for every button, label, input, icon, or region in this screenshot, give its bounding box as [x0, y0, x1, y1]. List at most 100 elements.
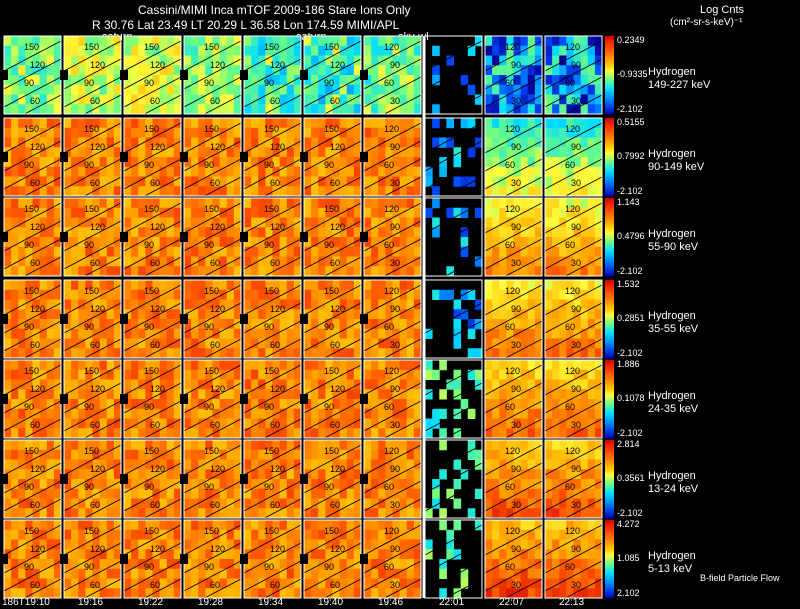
- contour-label: 60: [150, 340, 160, 350]
- contour-label: 90: [324, 160, 334, 170]
- band-energy: 90-149 keV: [648, 161, 704, 174]
- contour-label: 120: [270, 304, 285, 314]
- contour-label: 90: [84, 240, 94, 250]
- x-tick-label: 19:22: [138, 597, 163, 608]
- cell-r5-c2: 150 120 90 60: [120, 439, 182, 530]
- contour-label: 30: [390, 178, 400, 188]
- contour-label: 120: [330, 464, 345, 474]
- contour-label: 90: [511, 464, 521, 474]
- x-tick-label: 19:40: [318, 597, 343, 608]
- colorbar-mid-value: 0.7992: [617, 151, 645, 161]
- cell-r2-c4: 150 120 90 60: [240, 197, 302, 288]
- contour-label: 30: [511, 96, 521, 106]
- contour-label: 90: [144, 240, 154, 250]
- contour-label: 150: [24, 446, 39, 456]
- colorbar-mid-value: -0.9335: [617, 69, 648, 79]
- colorbar-min-value: -2.102: [617, 428, 643, 438]
- contour-label: 60: [505, 562, 515, 572]
- contour-label: 150: [264, 286, 279, 296]
- contour-label: 60: [270, 580, 280, 590]
- contour-label: 60: [330, 340, 340, 350]
- contour-label: 60: [565, 562, 575, 572]
- cell-r5-c5: 150 120 90 60: [300, 439, 362, 530]
- cell-r6-c5: 150 120 90 60: [300, 519, 362, 609]
- band-species: Hydrogen: [648, 470, 698, 483]
- contour-label: 60: [30, 420, 40, 430]
- contour-label: 30: [571, 340, 581, 350]
- contour-label: 120: [90, 60, 105, 70]
- contour-label: 60: [90, 96, 100, 106]
- contour-label: 120: [384, 526, 399, 536]
- contour-label: 60: [565, 78, 575, 88]
- contour-label: 150: [144, 286, 159, 296]
- contour-label: 60: [150, 96, 160, 106]
- contour-label: 90: [571, 304, 581, 314]
- contour-label: 90: [324, 402, 334, 412]
- contour-label: 150: [144, 526, 159, 536]
- colorbar-band-1: [605, 118, 614, 196]
- cell-r5-c0: 150 120 90 60: [0, 439, 62, 530]
- cell-r4-c1: 150 120 90 60: [60, 359, 122, 450]
- contour-label: 90: [511, 544, 521, 554]
- band-energy: 55-90 keV: [648, 241, 698, 254]
- cell-r4-c0: 150 120 90 60: [0, 359, 62, 450]
- contour-label: 120: [150, 384, 165, 394]
- colorbar-band-6: [605, 520, 614, 598]
- cell-r6-c7: [424, 519, 483, 609]
- cell-r0-c3: 150 120 90 60: [180, 35, 242, 126]
- contour-label: 120: [505, 204, 520, 214]
- contour-label: 120: [505, 526, 520, 536]
- cell-r2-c0: 150 120 90 60: [0, 197, 62, 288]
- contour-label: 150: [24, 526, 39, 536]
- contour-label: 90: [24, 562, 34, 572]
- colorbar-max-value: 2.814: [617, 439, 640, 449]
- cell-r1-c7: [424, 117, 483, 208]
- contour-label: 120: [30, 304, 45, 314]
- contour-label: 150: [264, 526, 279, 536]
- x-tick-label: 22:07: [499, 597, 524, 608]
- contour-label: 60: [150, 500, 160, 510]
- contour-label: 90: [264, 562, 274, 572]
- contour-label: 120: [30, 60, 45, 70]
- contour-label: 30: [511, 340, 521, 350]
- contour-label: 30: [511, 258, 521, 268]
- colorbar-min-value: -2.102: [617, 508, 643, 518]
- contour-label: 60: [330, 580, 340, 590]
- contour-label: 60: [505, 160, 515, 170]
- contour-label: 120: [90, 304, 105, 314]
- contour-label: 90: [390, 384, 400, 394]
- contour-label: 120: [330, 142, 345, 152]
- contour-label: 90: [84, 322, 94, 332]
- contour-label: 60: [330, 500, 340, 510]
- band-species: Hydrogen: [648, 148, 704, 161]
- contour-label: 150: [324, 286, 339, 296]
- cell-r3-c8: 120 90 60 30: [484, 279, 543, 370]
- contour-label: 60: [270, 258, 280, 268]
- contour-label: 150: [84, 286, 99, 296]
- contour-label: 30: [390, 500, 400, 510]
- contour-label: 60: [30, 580, 40, 590]
- band-energy: 149-227 keV: [648, 79, 710, 92]
- contour-label: 120: [270, 60, 285, 70]
- colorbar-max-value: 4.272: [617, 519, 640, 529]
- contour-label: 150: [324, 526, 339, 536]
- contour-label: 90: [84, 402, 94, 412]
- cell-r6-c1: 150 120 90 60: [60, 519, 122, 609]
- contour-label: 90: [511, 60, 521, 70]
- contour-label: 90: [144, 482, 154, 492]
- contour-label: 90: [571, 142, 581, 152]
- contour-label: 90: [390, 464, 400, 474]
- band-energy: 5-13 keV: [648, 563, 696, 576]
- contour-label: 150: [24, 204, 39, 214]
- contour-label: 60: [210, 420, 220, 430]
- contour-label: 150: [144, 366, 159, 376]
- contour-label: 150: [24, 366, 39, 376]
- contour-label: 60: [210, 258, 220, 268]
- contour-label: 90: [390, 304, 400, 314]
- contour-label: 150: [324, 366, 339, 376]
- contour-label: 30: [390, 420, 400, 430]
- cell-r1-c0: 150 120 90 60: [0, 117, 62, 208]
- contour-label: 120: [384, 124, 399, 134]
- contour-label: 120: [270, 222, 285, 232]
- contour-label: 120: [384, 366, 399, 376]
